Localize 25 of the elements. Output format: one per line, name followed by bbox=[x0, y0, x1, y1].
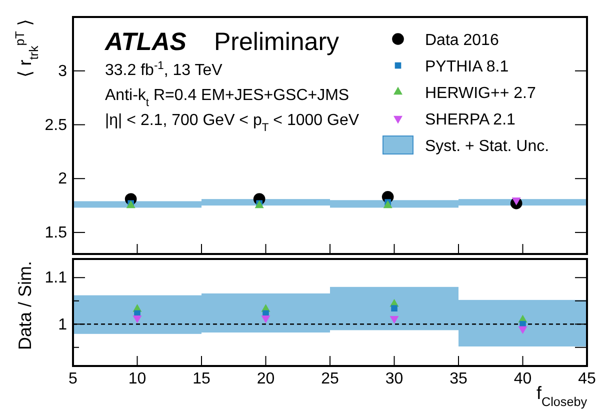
y-tick-label: 1 bbox=[58, 316, 68, 334]
annotation: ATLAS bbox=[104, 28, 187, 56]
legend-label: PYTHIA 8.1 bbox=[425, 58, 509, 76]
annotation: Anti-k$_{t}$ R=0.4 EM+JES+GSC+JMS bbox=[105, 87, 350, 109]
x-tick-label: 35 bbox=[450, 370, 468, 388]
y-tick-label: 2.5 bbox=[44, 116, 68, 134]
annotation: Preliminary bbox=[214, 28, 340, 56]
legend-label: Syst. + Stat. Unc. bbox=[425, 138, 550, 155]
annotation: 33.2 fb$^{-1}$, 13 TeV bbox=[105, 60, 223, 79]
x-tick-label: 15 bbox=[192, 370, 210, 388]
x-tick-label: 25 bbox=[321, 370, 339, 388]
y-tick-label: 1.5 bbox=[44, 224, 68, 242]
x-tick-label: 40 bbox=[514, 370, 532, 388]
x-tick-label: 5 bbox=[68, 370, 78, 388]
annotation: |η| < 2.1, 700 GeV < p$_{T}$ < 1000 GeV bbox=[105, 112, 360, 134]
x-tick-label: 10 bbox=[128, 370, 146, 388]
x-tick-label: 30 bbox=[385, 370, 404, 388]
y-axis-title: Data / Sim. bbox=[15, 261, 35, 350]
y-tick-label: 2 bbox=[58, 170, 68, 188]
legend-label: HERWIG++ 2.7 bbox=[425, 85, 536, 102]
legend-label: SHERPA 2.1 bbox=[425, 112, 516, 128]
legend-label: Data 2016 bbox=[425, 32, 499, 49]
y-tick-label: 3 bbox=[58, 62, 68, 80]
x-tick-label: 20 bbox=[256, 370, 275, 388]
y-tick-label: 1.1 bbox=[44, 270, 68, 287]
